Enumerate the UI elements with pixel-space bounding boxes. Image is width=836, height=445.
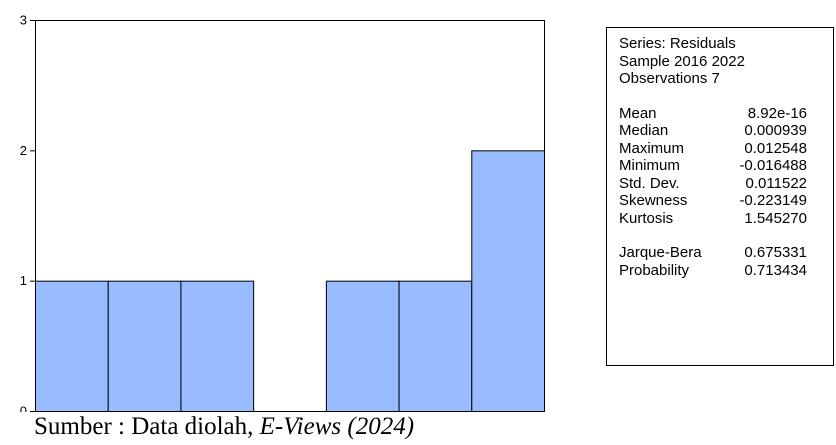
histogram-bar (180, 280, 255, 412)
stat-label: Maximum (619, 139, 685, 157)
histogram-bars (35, 150, 545, 412)
normality-test-stats: Jarque-Bera 0.675331 Probability 0.713434 (619, 244, 833, 279)
stat-label: Probability (619, 261, 690, 279)
sample-label: Sample 2016 2022 (619, 52, 745, 70)
stat-label: Skewness (619, 192, 688, 209)
stat-value: 1.545270 (744, 209, 807, 227)
histogram-bar (325, 280, 400, 412)
stat-row: Skewness -0.223149 (619, 192, 833, 210)
stat-label: Mean (619, 104, 657, 122)
stat-value: -0.016488 (739, 157, 807, 174)
caption-source: E-Views (2024) (259, 413, 415, 440)
stat-value: 0.011522 (745, 174, 807, 192)
stat-label: Kurtosis (619, 209, 674, 227)
stat-row: Maximum 0.012548 (619, 140, 833, 158)
stat-value: 0.675331 (744, 244, 807, 261)
histogram-bar (35, 280, 109, 412)
stat-value: 8.92e-16 (747, 104, 807, 122)
series-label: Series: Residuals (619, 35, 736, 52)
y-axis: 0 1 2 3 (20, 13, 35, 413)
caption-text: Sumber : Data diolah, (34, 413, 260, 440)
histogram-bar (398, 280, 473, 412)
y-tick-label: 2 (20, 143, 27, 158)
stat-label: Std. Dev. (619, 174, 680, 192)
histogram-bar (471, 150, 545, 412)
test-row: Jarque-Bera 0.675331 (619, 244, 833, 262)
source-caption: Sumber : Data diolah, E-Views (2024) (34, 412, 414, 442)
stat-label: Median (619, 122, 669, 139)
stat-value: 0.012548 (744, 139, 807, 157)
stat-row: Mean 8.92e-16 (619, 105, 833, 123)
stat-label: Jarque-Bera (619, 244, 702, 261)
stat-row: Kurtosis 1.545270 (619, 210, 833, 228)
y-tick-label: 1 (20, 273, 27, 288)
observations-label: Observations 7 (619, 70, 720, 87)
statistics-box: Series: Residuals Sample 2016 2022 Obser… (606, 27, 834, 366)
stat-value: -0.223149 (739, 192, 807, 209)
test-row: Probability 0.713434 (619, 262, 833, 280)
stat-row: Std. Dev. 0.011522 (619, 175, 833, 193)
stat-label: Minimum (619, 157, 680, 174)
y-tick-label: 0 (20, 404, 27, 413)
stat-value: 0.713434 (744, 261, 807, 279)
stat-row: Minimum -0.016488 (619, 157, 833, 175)
stat-row: Median 0.000939 (619, 122, 833, 140)
descriptive-stats: Mean 8.92e-16 Median 0.000939 Maximum 0.01254… (619, 105, 833, 228)
y-tick-label: 3 (20, 13, 27, 28)
histogram-bar (107, 280, 182, 412)
stat-value: 0.000939 (744, 122, 807, 139)
plot-frame (35, 20, 545, 412)
